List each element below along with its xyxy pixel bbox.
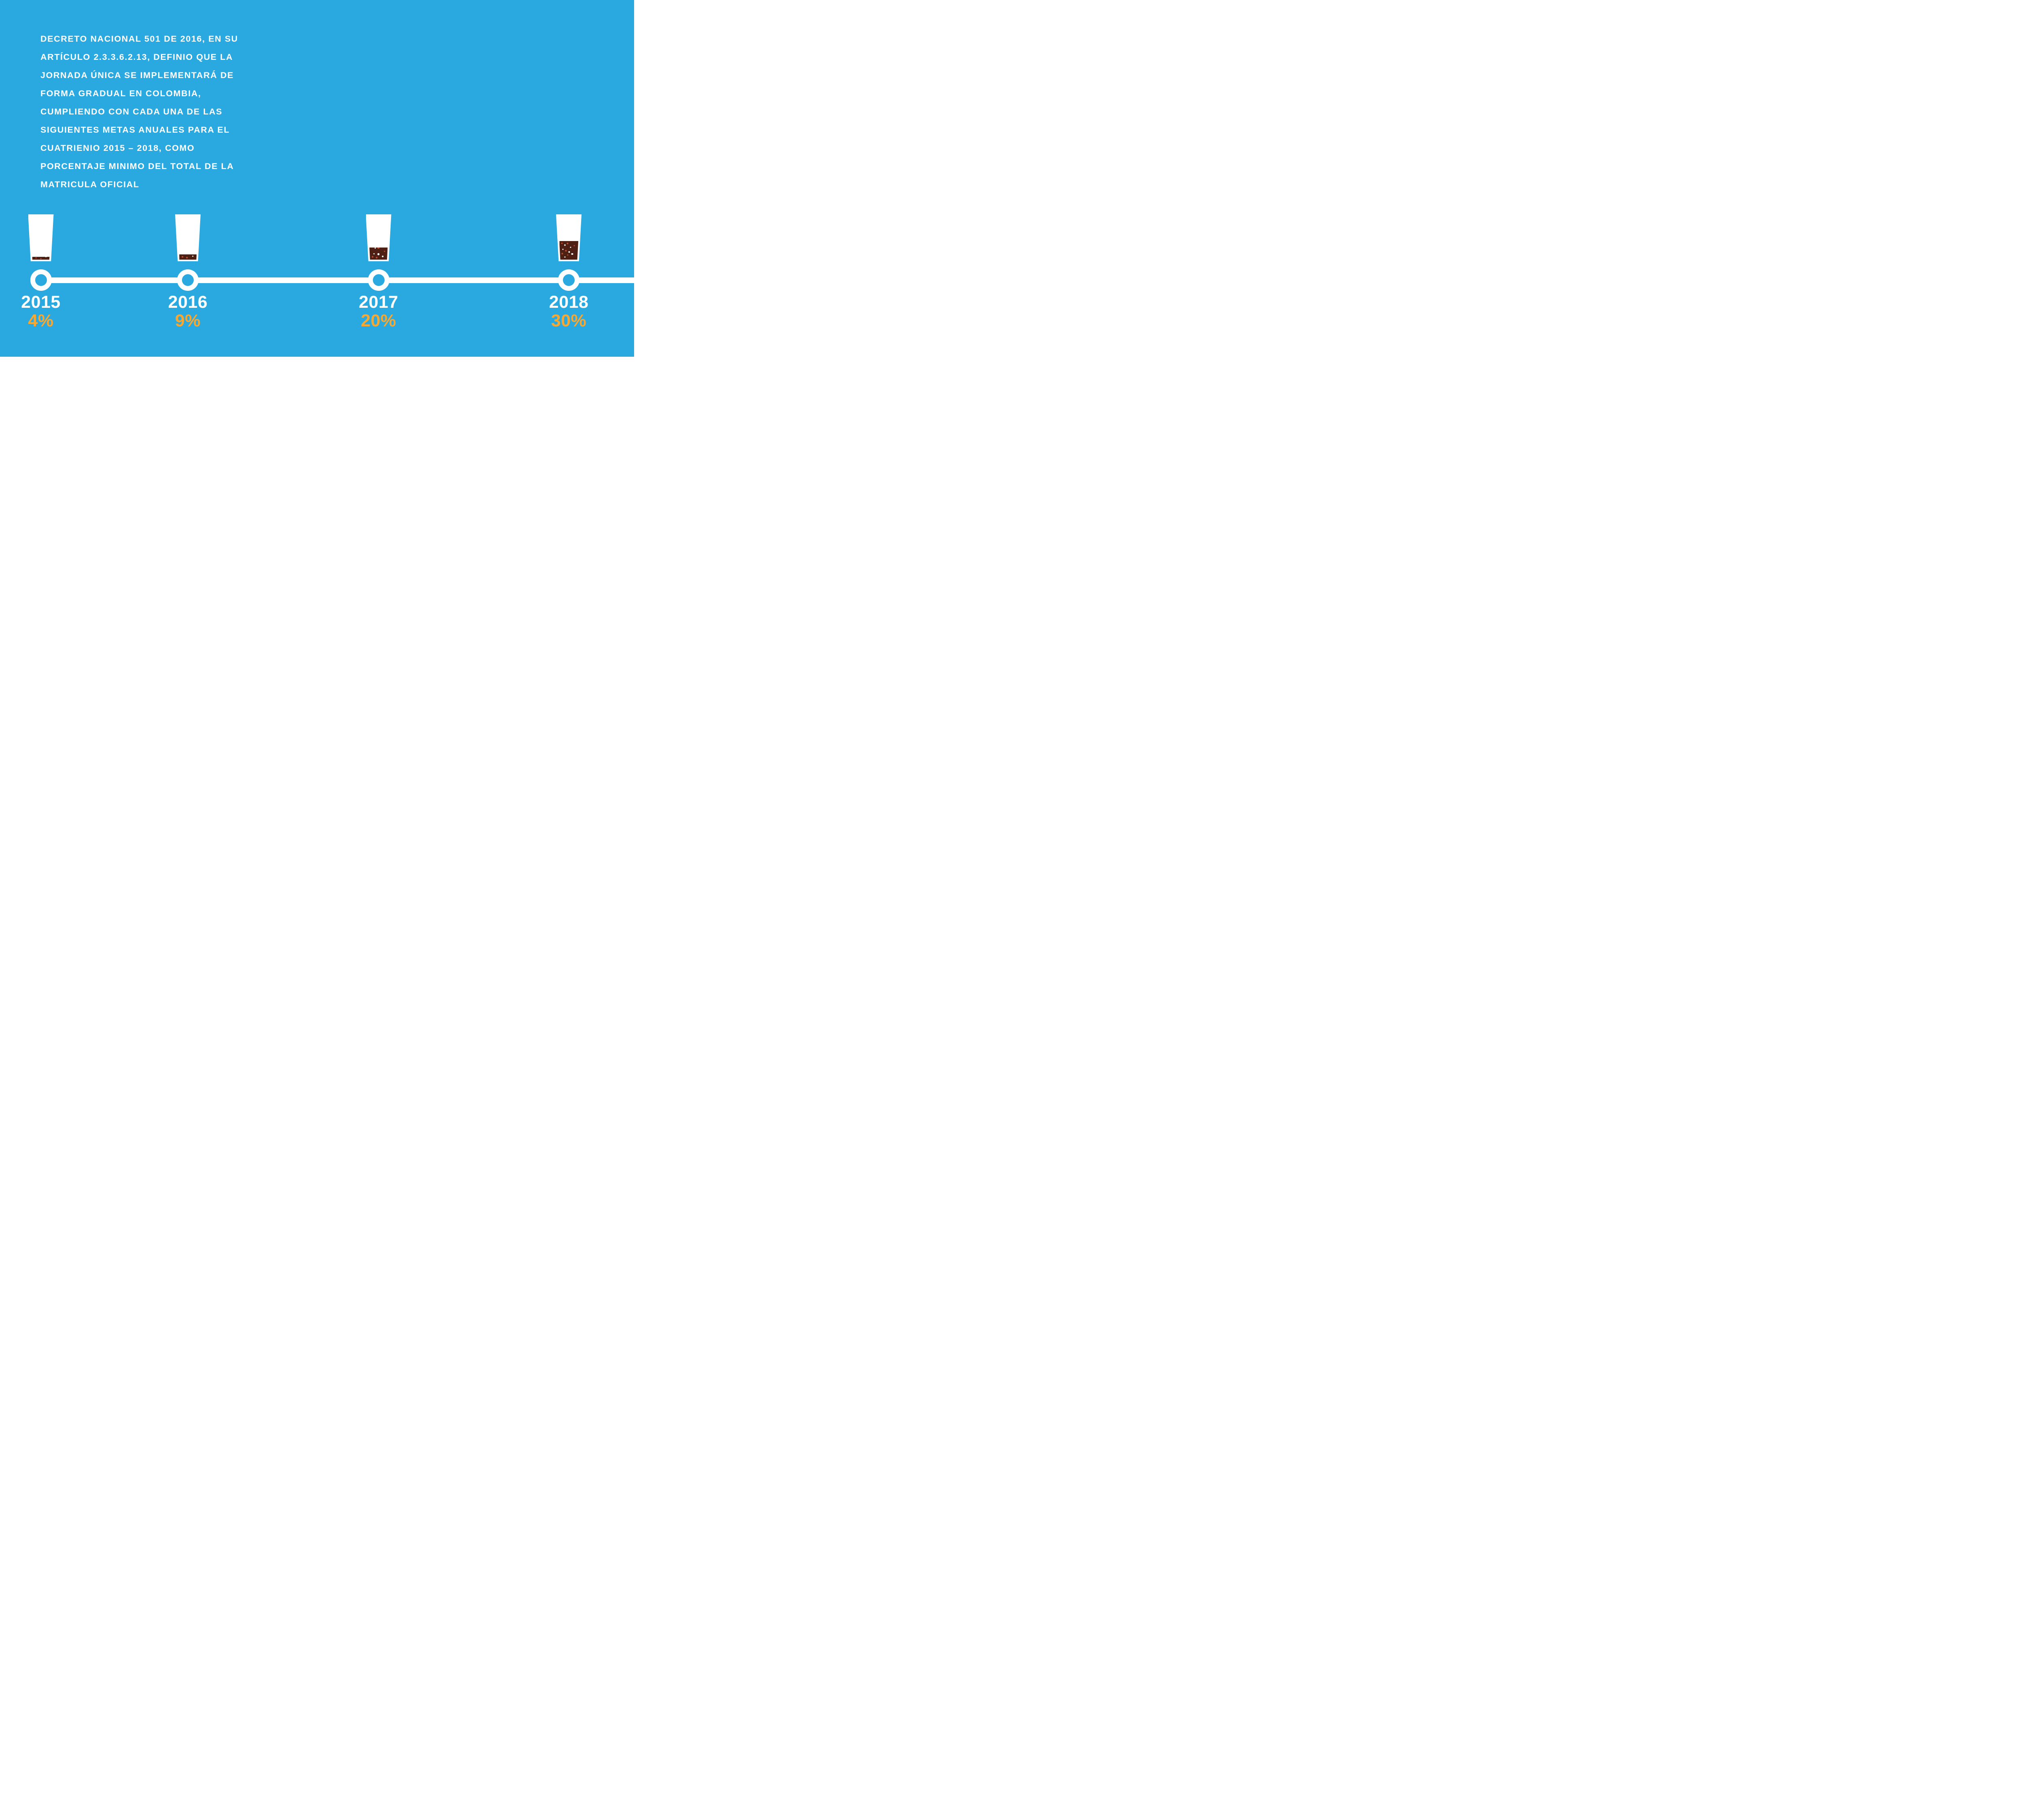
percent-label: 9% bbox=[175, 311, 201, 330]
year-label: 2018 bbox=[549, 292, 589, 312]
glass-icon bbox=[556, 214, 582, 261]
white-bubble-icon bbox=[374, 248, 376, 249]
year-label: 2017 bbox=[359, 292, 398, 312]
intro-line: CUATRIENIO 2015 – 2018, COMO bbox=[40, 143, 195, 153]
intro-line: SIGUIENTES METAS ANUALES PARA EL bbox=[40, 125, 230, 135]
glass-liquid bbox=[179, 254, 197, 260]
glass-icon bbox=[175, 214, 201, 261]
red-bubble-icon bbox=[186, 257, 188, 258]
red-bubble-icon bbox=[565, 250, 567, 252]
white-bubble-icon bbox=[570, 247, 571, 248]
red-bubble-icon bbox=[567, 254, 568, 256]
intro-line: PORCENTAJE MINIMO DEL TOTAL DE LA bbox=[40, 161, 234, 171]
intro-line: ARTÍCULO 2.3.3.6.2.13, DEFINIO QUE LA bbox=[40, 52, 233, 62]
red-bubble-icon bbox=[182, 256, 184, 258]
white-bubble-icon bbox=[192, 256, 194, 257]
intro-line: JORNADA ÚNICA SE IMPLEMENTARÁ DE bbox=[40, 70, 234, 80]
red-bubble-icon bbox=[35, 257, 37, 259]
white-bubble-icon bbox=[382, 256, 383, 257]
intro-line: MATRICULA OFICIAL bbox=[40, 180, 140, 189]
timeline-node-circle-icon bbox=[558, 269, 580, 291]
timeline-node-circle-icon bbox=[30, 269, 52, 291]
timeline-line bbox=[41, 277, 634, 283]
glass-liquid bbox=[559, 241, 578, 260]
timeline-node-circle-icon bbox=[177, 269, 199, 291]
glass-icon bbox=[28, 214, 54, 261]
red-bubble-icon bbox=[567, 243, 569, 244]
glass-liquid bbox=[32, 257, 50, 260]
white-bubble-icon bbox=[564, 256, 565, 258]
white-bubble-icon bbox=[563, 249, 564, 250]
intro-line: CUMPLIENDO CON CADA UNA DE LAS bbox=[40, 107, 223, 116]
intro-line: DECRETO NACIONAL 501 DE 2016, EN SU bbox=[40, 34, 238, 44]
white-bubble-icon bbox=[373, 253, 374, 254]
year-label: 2016 bbox=[168, 292, 208, 312]
percent-label: 20% bbox=[361, 311, 396, 330]
white-bubble-icon bbox=[568, 251, 570, 253]
intro-line: FORMA GRADUAL EN COLOMBIA, bbox=[40, 89, 201, 98]
percent-label: 30% bbox=[551, 311, 587, 330]
timeline-node-circle-icon bbox=[368, 269, 389, 291]
red-bubble-icon bbox=[561, 253, 563, 254]
red-bubble-icon bbox=[384, 251, 385, 252]
red-bubble-icon bbox=[573, 245, 575, 246]
year-label: 2015 bbox=[21, 292, 61, 312]
glass-icon bbox=[366, 214, 391, 261]
white-bubble-icon bbox=[571, 253, 573, 255]
white-bubble-icon bbox=[564, 244, 565, 245]
white-bubble-icon bbox=[378, 253, 379, 255]
glass-liquid bbox=[369, 248, 387, 260]
red-bubble-icon bbox=[372, 256, 373, 258]
red-bubble-icon bbox=[561, 243, 563, 244]
infographic-canvas: DECRETO NACIONAL 501 DE 2016, EN SU ARTÍC… bbox=[0, 0, 634, 357]
percent-label: 4% bbox=[28, 311, 54, 330]
red-bubble-icon bbox=[40, 258, 41, 259]
red-bubble-icon bbox=[376, 257, 378, 258]
red-bubble-icon bbox=[378, 248, 379, 249]
intro-paragraph: DECRETO NACIONAL 501 DE 2016, EN SU ARTÍC… bbox=[40, 30, 267, 194]
